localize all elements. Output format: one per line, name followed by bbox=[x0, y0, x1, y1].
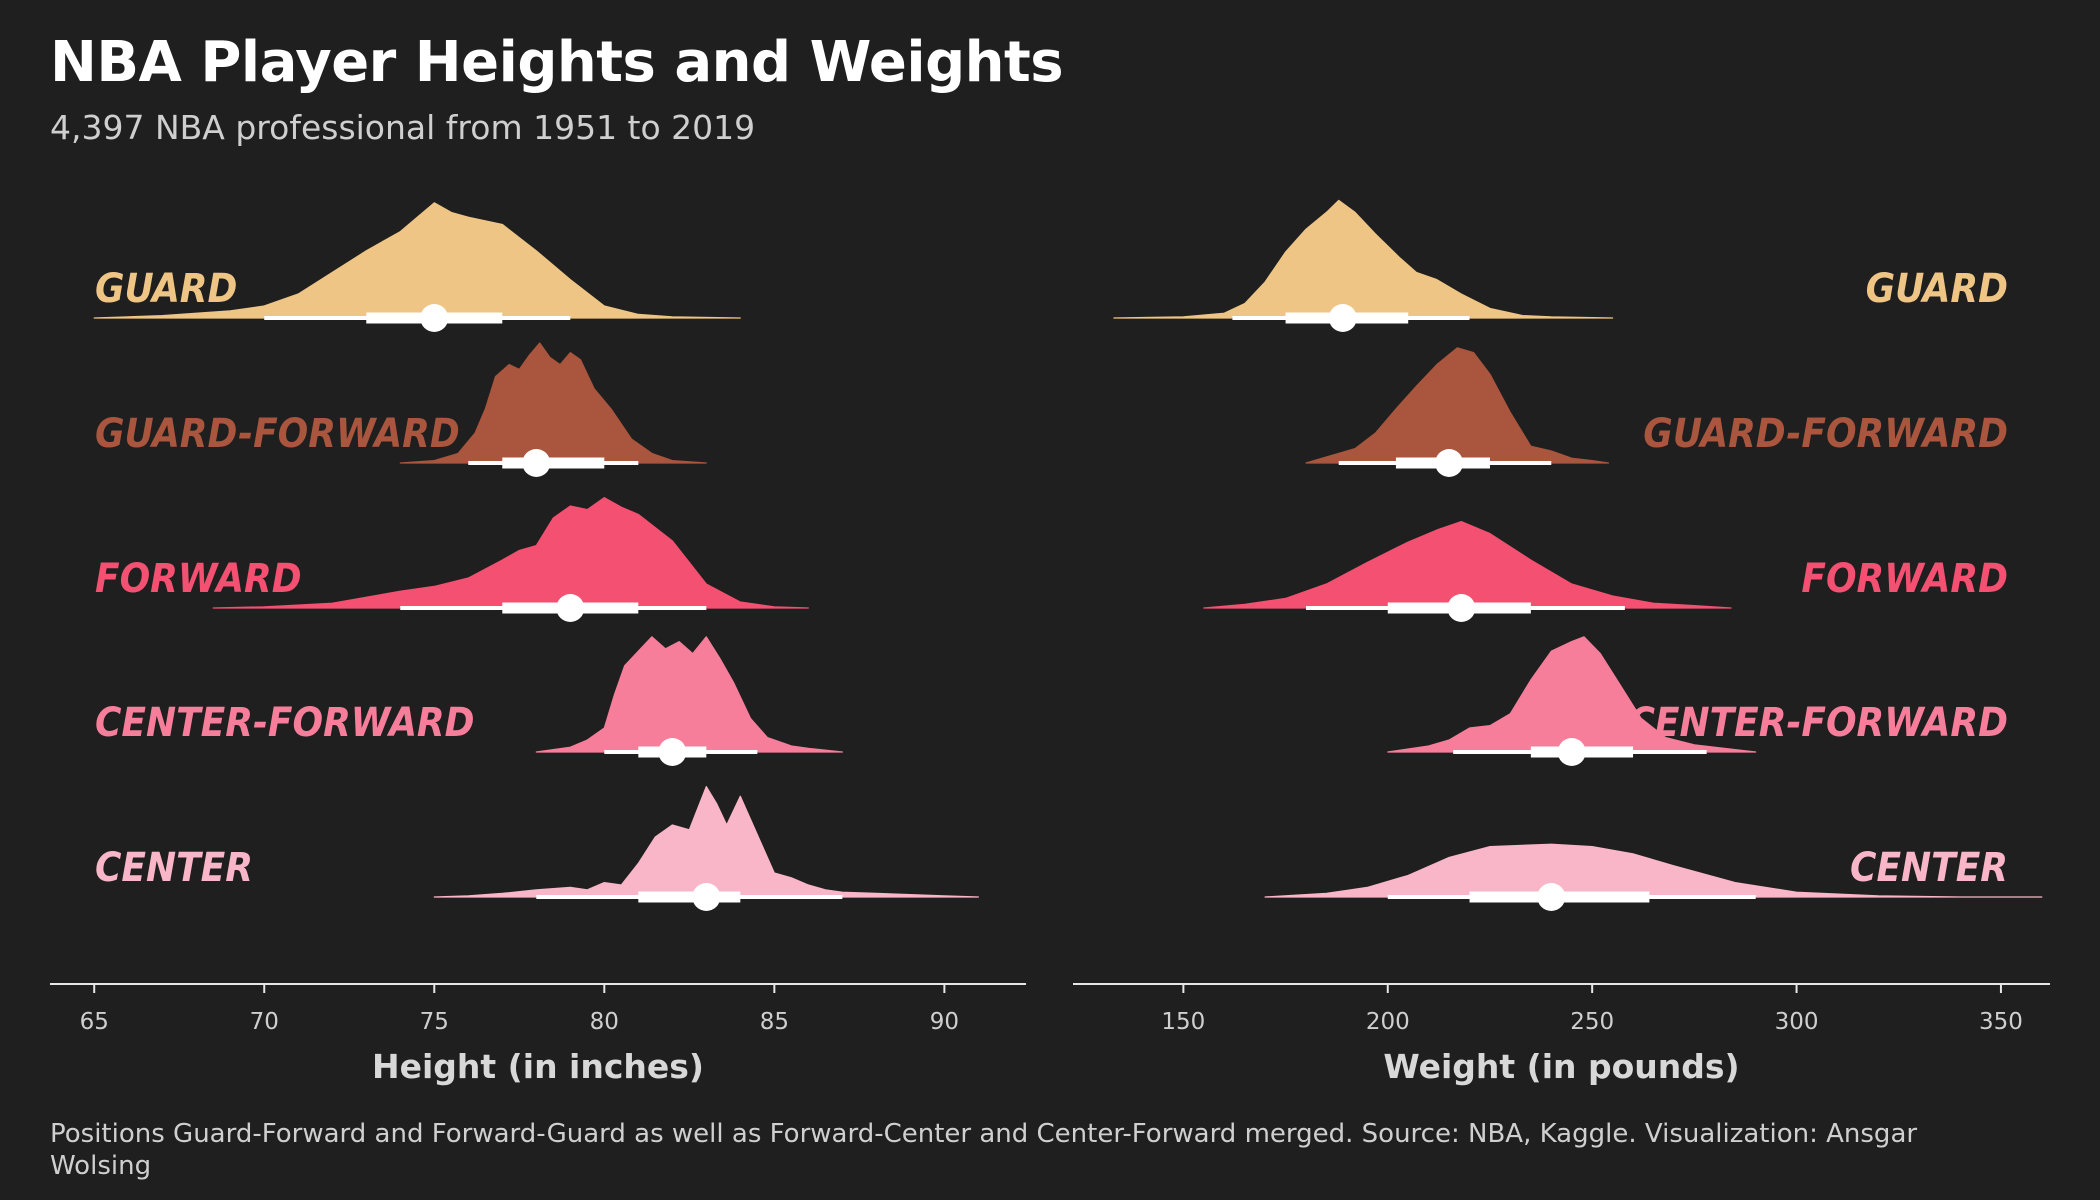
median-point-center-forward bbox=[1557, 738, 1586, 766]
density-ridge-forward bbox=[212, 497, 809, 609]
x-tick-label: 75 bbox=[420, 1009, 449, 1035]
density-ridge-guard bbox=[93, 202, 741, 319]
density-ridge-center bbox=[433, 786, 979, 898]
median-point-center bbox=[692, 883, 721, 911]
chart-title: NBA Player Heights and Weights bbox=[50, 30, 1064, 95]
x-tick-label: 300 bbox=[1775, 1009, 1819, 1035]
position-label-guard: GUARD bbox=[1866, 266, 2008, 312]
x-tick-label: 250 bbox=[1570, 1009, 1614, 1035]
x-tick-label: 70 bbox=[250, 1009, 279, 1035]
median-point-center-forward bbox=[658, 738, 687, 766]
median-point-guard bbox=[1328, 304, 1357, 332]
x-tick-label: 200 bbox=[1366, 1009, 1410, 1035]
median-point-guard-forward bbox=[522, 449, 551, 477]
position-label-center: CENTER bbox=[1850, 845, 2008, 891]
position-label-center-forward: CENTER-FORWARD bbox=[1628, 700, 2008, 746]
x-tick-label: 150 bbox=[1161, 1009, 1205, 1035]
x-tick-label: 350 bbox=[1979, 1009, 2023, 1035]
x-tick-label: 80 bbox=[590, 1009, 619, 1035]
position-label-center-forward: CENTER-FORWARD bbox=[95, 700, 475, 746]
median-point-center bbox=[1537, 883, 1566, 911]
density-ridge-center-forward bbox=[535, 636, 843, 753]
panel-weight: GUARD GUARD-FORWARD FORWARD CENTER-FORWARD C… bbox=[1073, 199, 2050, 1086]
position-label-guard-forward: GUARD-FORWARD bbox=[95, 411, 460, 457]
median-point-guard bbox=[420, 304, 449, 332]
density-ridge-center-forward bbox=[1387, 636, 1757, 753]
x-tick-label: 65 bbox=[80, 1009, 109, 1035]
position-label-forward: FORWARD bbox=[95, 556, 302, 602]
x-axis-title: Weight (in pounds) bbox=[1383, 1047, 1739, 1086]
density-ridge-guard-forward bbox=[1305, 347, 1610, 464]
chart-caption: Positions Guard-Forward and Forward-Guar… bbox=[50, 1119, 1918, 1181]
x-tick-label: 90 bbox=[930, 1009, 959, 1035]
position-label-guard: GUARD bbox=[95, 266, 237, 312]
density-ridge-guard bbox=[1113, 199, 1614, 319]
density-ridge-center bbox=[1264, 843, 2043, 898]
x-axis-title: Height (in inches) bbox=[372, 1047, 704, 1086]
density-ridge-guard-forward bbox=[399, 342, 707, 464]
panel-height: GUARD GUARD-FORWARD FORWARD CENTER-FORWARD C… bbox=[50, 202, 1026, 1086]
position-label-forward: FORWARD bbox=[1801, 556, 2008, 602]
x-tick-label: 85 bbox=[760, 1009, 789, 1035]
median-point-forward bbox=[556, 594, 585, 622]
median-point-guard-forward bbox=[1435, 449, 1464, 477]
position-label-center: CENTER bbox=[95, 845, 253, 891]
median-point-forward bbox=[1447, 594, 1476, 622]
position-label-guard-forward: GUARD-FORWARD bbox=[1643, 411, 2008, 457]
density-ridge-forward bbox=[1203, 521, 1732, 609]
chart-subtitle: 4,397 NBA professional from 1951 to 2019 bbox=[50, 108, 756, 147]
